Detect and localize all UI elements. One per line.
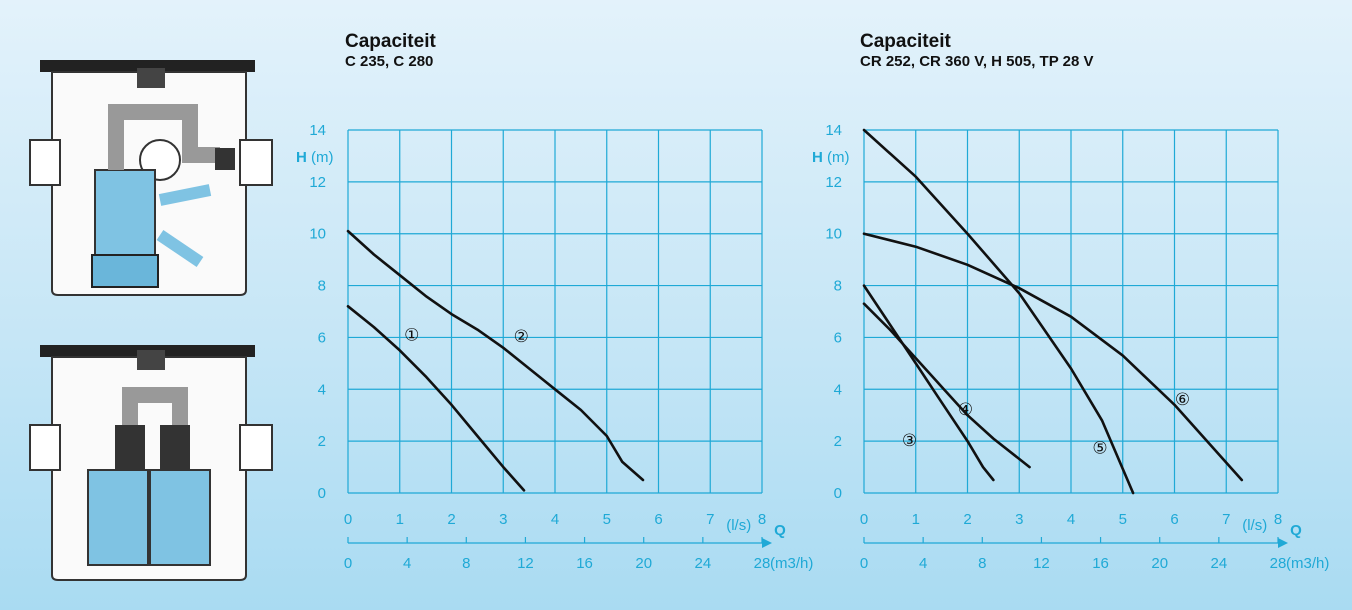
chart-1-curve-1 — [346, 305, 526, 492]
chart-2-x-unit-m3h: (m3/h) — [1286, 555, 1329, 572]
chart-1-x-unit-m3h: (m3/h) — [770, 555, 813, 572]
chart-2-x-tick-label-m3h: 20 — [1151, 555, 1168, 572]
chart-1-x-tick-label-ls: 0 — [344, 511, 352, 528]
chart-2-x-tick-label-ls: 7 — [1222, 511, 1230, 528]
chart-1-y-tick-label: 0 — [318, 485, 326, 502]
chart-1-x-tick-label-m3h: 28 — [754, 555, 771, 572]
chart-2-curve-2 — [862, 302, 1031, 469]
chart-1-y-tick-label: 14 — [309, 122, 326, 139]
chart-2-curve-label-4: ⑥ — [1175, 390, 1190, 410]
chart-2-x-tick-label-m3h: 4 — [919, 555, 927, 572]
chart-1-x-tick-label-ls: 3 — [499, 511, 507, 528]
chart-1-curve-2 — [346, 229, 645, 482]
chart-1-title-text: Capaciteit — [345, 31, 436, 52]
chart-2-x-tick-label-m3h: 8 — [978, 555, 986, 572]
chart-2-x-tick-label-ls: 4 — [1067, 511, 1075, 528]
chart-2-x-tick-label-ls: 6 — [1170, 511, 1178, 528]
chart-1-x-tick-label-ls: 6 — [654, 511, 662, 528]
chart-2-y-tick-label: 14 — [825, 122, 842, 139]
chart-1-x-tick-label-m3h: 4 — [403, 555, 411, 572]
chart-1-x-tick-label-m3h: 12 — [517, 555, 534, 572]
chart-1-x-tick-label-ls: 2 — [447, 511, 455, 528]
chart-1-curve-label-2: ② — [514, 327, 529, 347]
chart-2-curve-3 — [862, 128, 1135, 495]
single-pump-chamber-illustration — [29, 60, 273, 296]
chart-2-x-tick-label-ls: 1 — [912, 511, 920, 528]
chart-1-x-unit-ls: (l/s) — [726, 517, 751, 534]
chart-1-title: Capaciteit C 235, C 280 — [345, 31, 436, 71]
chart-2-curve-label-1: ③ — [902, 431, 917, 451]
chart-1-x-tick-label-ls: 1 — [396, 511, 404, 528]
chart-2-x-tick-label-m3h: 12 — [1033, 555, 1050, 572]
chart-2-y-tick-label: 2 — [834, 433, 842, 450]
chart-2-title: Capaciteit CR 252, CR 360 V, H 505, TP 2… — [860, 31, 1093, 71]
chart-2-x-tick-label-ls: 0 — [860, 511, 868, 528]
chart-1-y-axis-label: H (m) — [296, 149, 334, 166]
chart-1-x-tick-label-m3h: 24 — [695, 555, 712, 572]
chart-2-y-tick-label: 0 — [834, 485, 842, 502]
chart-2-y-tick-label: 4 — [834, 381, 842, 398]
chart-2-title-text: Capaciteit — [860, 31, 951, 52]
chart-2-x-tick-label-m3h: 24 — [1211, 555, 1228, 572]
chart-1-x-tick-label-ls: 8 — [758, 511, 766, 528]
chart-1-y-tick-label: 6 — [318, 329, 326, 346]
chart-1-subtitle-text: C 235, C 280 — [345, 53, 434, 70]
chart-2-curve-4 — [862, 232, 1244, 482]
chart-1-x-tick-label-m3h: 16 — [576, 555, 593, 572]
chart-2-x-axis-label-q: Q — [1290, 522, 1302, 539]
chart-1-x-tick-label-ls: 4 — [551, 511, 559, 528]
chart-2-curve-label-3: ⑤ — [1092, 438, 1107, 458]
chart-2-x-tick-label-m3h: 0 — [860, 555, 868, 572]
chart-2-x-tick-label-ls: 8 — [1274, 511, 1282, 528]
chart-1-x-tick-label-m3h: 8 — [462, 555, 470, 572]
chart-2-x-tick-label-ls: 3 — [1015, 511, 1023, 528]
chart-1-y-tick-label: 8 — [318, 278, 326, 295]
chart-1-x-tick-label-m3h: 20 — [635, 555, 652, 572]
chart-2-x-tick-label-ls: 5 — [1119, 511, 1127, 528]
chart-1-secondary-axis-arrow — [762, 538, 772, 548]
chart-2-subtitle-text: CR 252, CR 360 V, H 505, TP 28 V — [860, 53, 1094, 70]
chart-1-y-tick-label: 10 — [309, 226, 326, 243]
chart-2-secondary-axis-arrow — [1278, 538, 1288, 548]
chart-2-x-tick-label-ls: 2 — [963, 511, 971, 528]
chart-2-curve-label-2: ④ — [958, 400, 973, 420]
chart-2-x-unit-ls: (l/s) — [1242, 517, 1267, 534]
chart-1-y-tick-label: 12 — [309, 174, 326, 191]
chart-1-x-tick-label-ls: 5 — [603, 511, 611, 528]
duo-pump-chamber-illustration — [29, 345, 273, 581]
chart-1-curve-label-1: ① — [404, 325, 419, 345]
chart-1-x-tick-label-m3h: 0 — [344, 555, 352, 572]
chart-2-y-tick-label: 6 — [834, 329, 842, 346]
chart-1-y-tick-label: 2 — [318, 433, 326, 450]
chart-1-y-tick-label: 4 — [318, 381, 326, 398]
chart-2-x-tick-label-m3h: 16 — [1092, 555, 1109, 572]
chart-2-y-axis-label: H (m) — [812, 149, 850, 166]
chart-1-x-axis-label-q: Q — [774, 522, 786, 539]
chart-2-x-tick-label-m3h: 28 — [1270, 555, 1287, 572]
chart-2-y-tick-label: 8 — [834, 278, 842, 295]
chart-1-x-tick-label-ls: 7 — [706, 511, 714, 528]
chart-2-y-tick-label: 10 — [825, 226, 842, 243]
pump-illustrations — [29, 60, 273, 581]
chart-2-curve-1 — [862, 284, 995, 482]
chart-2-y-tick-label: 12 — [825, 174, 842, 191]
